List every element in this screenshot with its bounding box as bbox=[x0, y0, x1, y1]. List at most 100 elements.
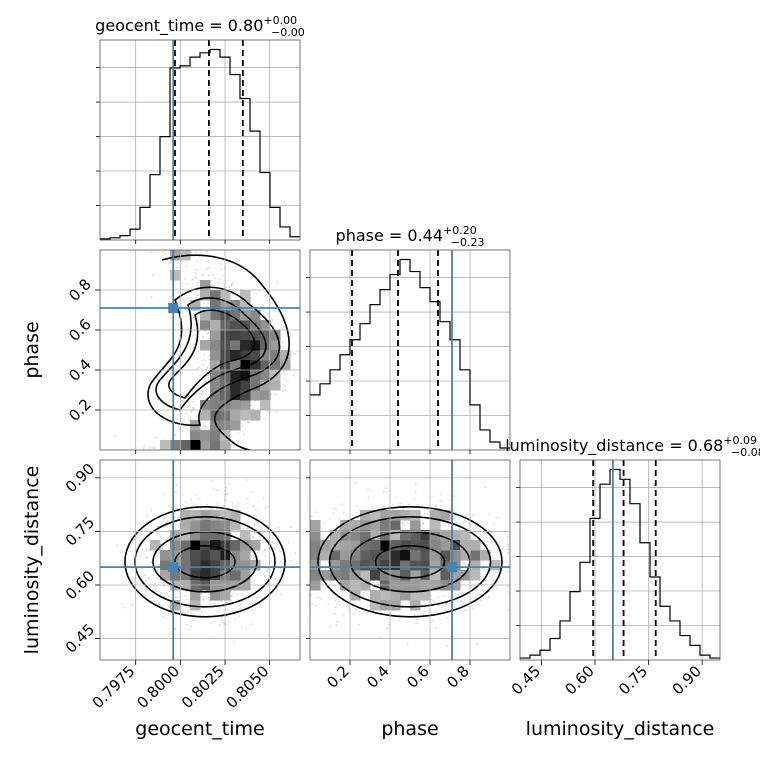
density-cell bbox=[460, 530, 471, 541]
density-cell bbox=[340, 560, 351, 571]
sample-point bbox=[232, 281, 235, 283]
density-cell bbox=[360, 560, 371, 571]
sample-point bbox=[196, 281, 199, 284]
sample-point bbox=[240, 422, 243, 425]
sample-point bbox=[156, 525, 159, 528]
sample-point bbox=[151, 596, 154, 599]
axis-frame bbox=[99, 249, 301, 451]
density-cell bbox=[460, 550, 471, 561]
density-cell bbox=[210, 530, 221, 541]
density-cell bbox=[210, 590, 221, 601]
sample-point bbox=[493, 557, 496, 560]
sample-point bbox=[226, 493, 228, 496]
sample-point bbox=[250, 578, 253, 580]
density-cell bbox=[180, 540, 191, 551]
sample-point bbox=[218, 624, 221, 626]
sample-point bbox=[200, 393, 203, 395]
density-cell bbox=[410, 600, 421, 611]
sample-point bbox=[444, 524, 447, 527]
sample-point bbox=[507, 551, 509, 554]
sample-point bbox=[317, 596, 320, 599]
density-cell bbox=[210, 290, 221, 301]
sample-point bbox=[264, 529, 267, 532]
density-cell bbox=[420, 540, 431, 551]
density-cell bbox=[270, 330, 281, 341]
density-cell bbox=[230, 350, 241, 361]
sample-point bbox=[386, 627, 388, 630]
sample-point bbox=[262, 497, 265, 499]
sample-point bbox=[279, 550, 282, 552]
density-cell bbox=[400, 550, 411, 561]
density-cell bbox=[230, 410, 241, 421]
density-cell bbox=[390, 600, 401, 611]
sample-point bbox=[356, 505, 358, 508]
sample-point bbox=[276, 543, 279, 546]
sample-point bbox=[245, 479, 248, 482]
sample-point bbox=[150, 251, 153, 254]
sample-point bbox=[161, 520, 164, 522]
sample-point bbox=[188, 606, 190, 609]
sample-point bbox=[506, 535, 509, 538]
sample-point bbox=[211, 507, 214, 510]
density-cell bbox=[430, 560, 441, 571]
sample-point bbox=[430, 602, 433, 605]
sample-point bbox=[471, 607, 474, 610]
sample-point bbox=[163, 595, 166, 598]
y-tick-label: 0.2 bbox=[65, 395, 95, 425]
sample-point bbox=[177, 592, 180, 595]
density-cell bbox=[250, 340, 261, 351]
density-cell bbox=[210, 360, 221, 371]
sample-point bbox=[398, 618, 400, 621]
sample-point bbox=[259, 585, 262, 588]
density-cell bbox=[210, 570, 221, 581]
sample-point bbox=[284, 389, 287, 392]
density-cell bbox=[240, 380, 251, 391]
sample-point bbox=[233, 640, 235, 643]
density-cell bbox=[420, 560, 431, 571]
sample-point bbox=[440, 504, 443, 507]
density-cell bbox=[310, 560, 321, 571]
sample-point bbox=[271, 318, 274, 321]
sample-point bbox=[203, 302, 205, 305]
density-cell bbox=[430, 550, 441, 561]
sample-point bbox=[413, 498, 416, 500]
sample-point bbox=[259, 536, 261, 538]
density-cell bbox=[410, 520, 421, 531]
sample-point bbox=[212, 620, 215, 622]
density-cell bbox=[380, 550, 391, 561]
sample-point bbox=[370, 507, 373, 510]
sample-point bbox=[197, 498, 200, 500]
sample-point bbox=[473, 596, 475, 599]
density-cell bbox=[270, 380, 281, 391]
sample-point bbox=[267, 505, 270, 508]
sample-point bbox=[460, 599, 463, 602]
sample-point bbox=[212, 274, 214, 276]
density-cell bbox=[240, 550, 251, 561]
sample-point bbox=[196, 367, 199, 370]
sample-point bbox=[196, 294, 199, 297]
sample-point bbox=[228, 286, 231, 288]
density-cell bbox=[450, 550, 461, 561]
sample-point bbox=[482, 560, 484, 563]
sample-point bbox=[165, 617, 168, 620]
sample-point bbox=[233, 268, 235, 270]
density-cell bbox=[210, 430, 221, 441]
sample-point bbox=[216, 609, 219, 612]
sample-point bbox=[145, 556, 148, 559]
sample-point bbox=[422, 613, 425, 616]
density-cell bbox=[350, 530, 361, 541]
density-cell bbox=[190, 530, 201, 541]
sample-point bbox=[507, 609, 509, 612]
sample-point bbox=[164, 539, 167, 541]
sample-point bbox=[129, 536, 132, 538]
density-cell bbox=[400, 590, 411, 601]
sample-point bbox=[174, 434, 177, 437]
density-cell bbox=[170, 270, 181, 281]
sample-point bbox=[320, 597, 322, 600]
sample-point bbox=[470, 537, 473, 540]
sample-point bbox=[310, 593, 312, 596]
density-cell bbox=[250, 540, 261, 551]
title-minus: −0.08 bbox=[731, 446, 760, 459]
sample-point bbox=[399, 502, 401, 505]
density-cell bbox=[190, 430, 201, 441]
